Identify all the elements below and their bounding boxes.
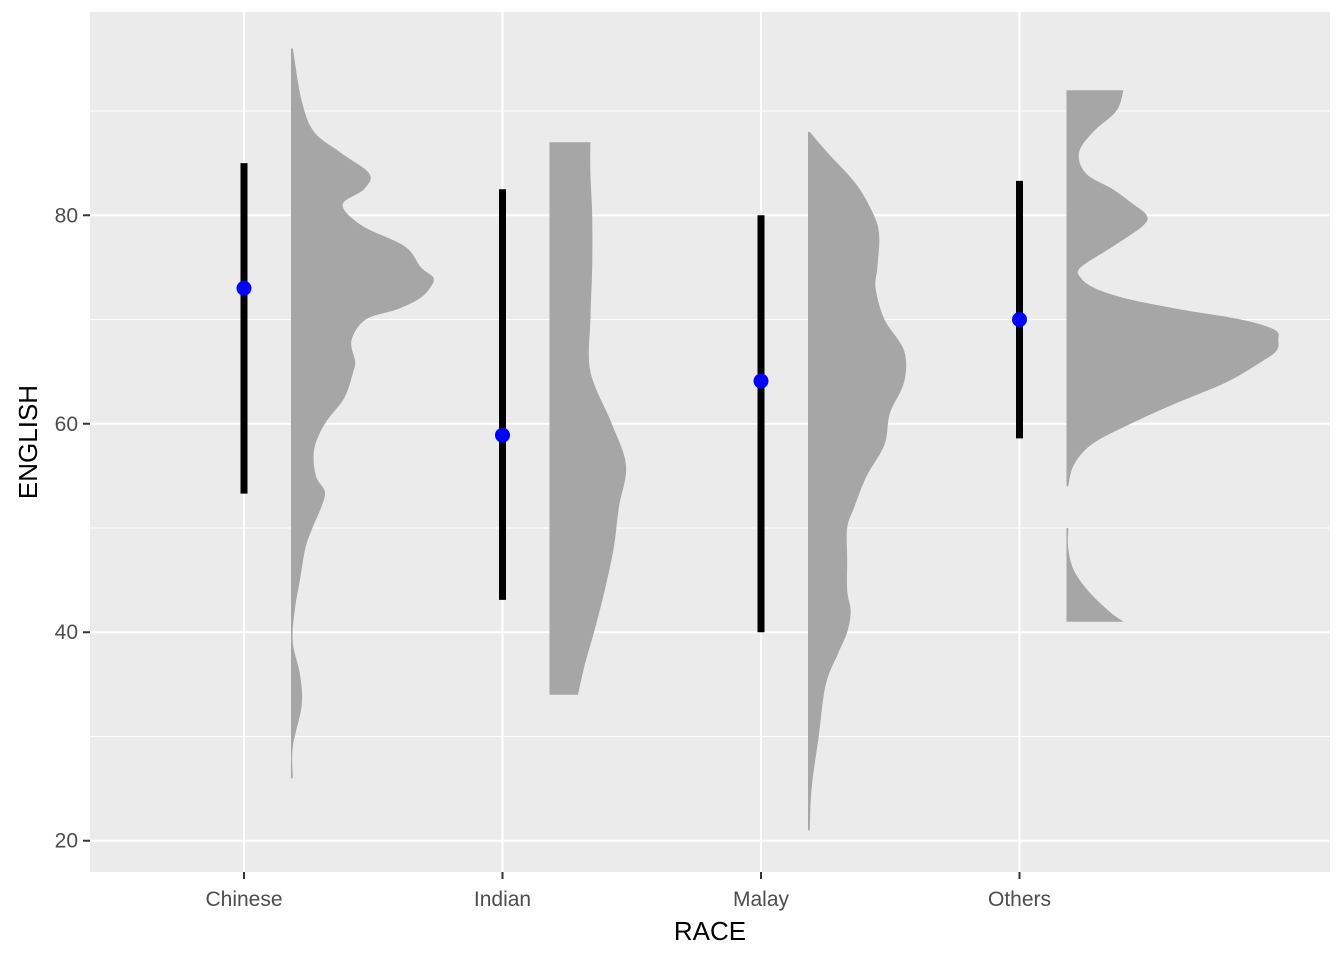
y-axis: 20 40 60 80 <box>55 204 90 853</box>
interval-marks <box>236 163 1027 633</box>
density-cloud-malay <box>808 131 907 831</box>
x-tick-label-malay: Malay <box>733 888 790 911</box>
y-axis-title: ENGLISH <box>13 385 43 499</box>
x-tick-label-indian: Indian <box>474 888 531 911</box>
x-axis-title: RACE <box>674 916 746 946</box>
y-tick-label: 80 <box>55 204 78 227</box>
median-point-others <box>1012 312 1027 328</box>
density-cloud-others <box>1066 90 1279 487</box>
y-tick-label: 40 <box>55 621 78 644</box>
median-point-chinese <box>236 280 252 296</box>
x-tick-label-chinese: Chinese <box>205 888 282 911</box>
y-tick-label: 20 <box>55 830 78 853</box>
median-point-malay <box>753 373 769 389</box>
plot-panel <box>90 12 1330 872</box>
density-cloud-indian <box>549 142 627 695</box>
y-tick-label: 60 <box>55 413 78 436</box>
density-clouds <box>291 48 1279 831</box>
median-point-indian <box>495 427 510 443</box>
density-cloud-others <box>1066 528 1124 622</box>
density-cloud-chinese <box>291 48 434 779</box>
x-axis: Chinese Indian Malay Others <box>205 872 1051 911</box>
x-tick-label-others: Others <box>988 888 1051 911</box>
